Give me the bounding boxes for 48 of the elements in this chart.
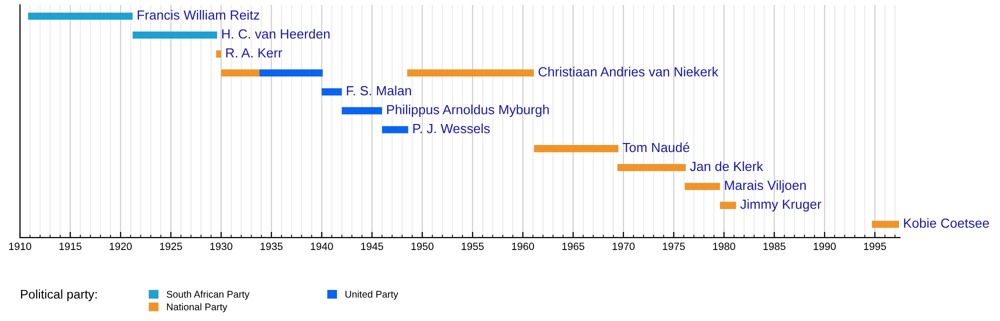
- x-tick-label: 1975: [662, 242, 685, 250]
- bar: [407, 69, 534, 77]
- annotation: Marais Viljoen: [725, 180, 806, 193]
- x-tick-label: 1910: [9, 242, 32, 250]
- bar: [28, 12, 133, 20]
- annotation: H. C. van Heerden: [222, 28, 330, 39]
- x-tick-label: 1945: [361, 242, 384, 250]
- bar: [259, 69, 323, 77]
- annotation: Jimmy Kruger: [740, 199, 822, 212]
- annotation: Francis William Reitz: [138, 10, 260, 20]
- annotation: Tom Naudé: [622, 142, 690, 152]
- x-tick-label: 1965: [562, 242, 584, 250]
- legend-label: South African Party: [166, 290, 250, 300]
- x-tick-label: 1980: [713, 242, 736, 250]
- x-tick-label: 1950: [411, 242, 434, 250]
- bar: [342, 107, 382, 114]
- annotation: Philippus Arnoldus Myburgh: [387, 104, 549, 117]
- bar: [132, 31, 218, 39]
- annotation: R. A. Kerr: [226, 48, 282, 58]
- x-tick-label: 1920: [110, 242, 132, 250]
- x-tick-label: 1995: [864, 242, 886, 250]
- bar: [322, 88, 342, 96]
- x-tick-label: 1960: [512, 242, 534, 250]
- x-tick-label: 1990: [814, 242, 836, 250]
- x-tick-label: 1915: [59, 242, 82, 250]
- bar: [617, 164, 686, 172]
- legend-label: National Party: [167, 303, 228, 312]
- bar: [720, 202, 736, 209]
- x-tick-label: 1935: [260, 242, 283, 250]
- annotation: Christiaan Andries van Niekerk: [538, 66, 718, 76]
- x-tick-label: 1930: [210, 242, 232, 250]
- bar: [684, 182, 720, 190]
- legend-label: United Party: [346, 290, 398, 300]
- bar: [534, 145, 618, 152]
- x-tick-label: 1985: [763, 242, 786, 250]
- x-tick-label: 1955: [462, 242, 484, 250]
- x-tick-label: 1970: [612, 242, 635, 250]
- x-tick-label: 1940: [310, 242, 333, 250]
- bar: [382, 126, 408, 134]
- annotation: F. S. Malan: [346, 86, 411, 96]
- bar: [872, 220, 899, 228]
- annotation: Jan de Klerk: [690, 161, 764, 172]
- legend-title: Political party:: [21, 289, 97, 302]
- annotation: Kobie Coetsee: [904, 218, 989, 228]
- bar: [216, 50, 222, 58]
- bar: [221, 69, 260, 77]
- x-tick-label: 1925: [160, 242, 182, 250]
- annotation: P. J. Wessels: [413, 124, 490, 134]
